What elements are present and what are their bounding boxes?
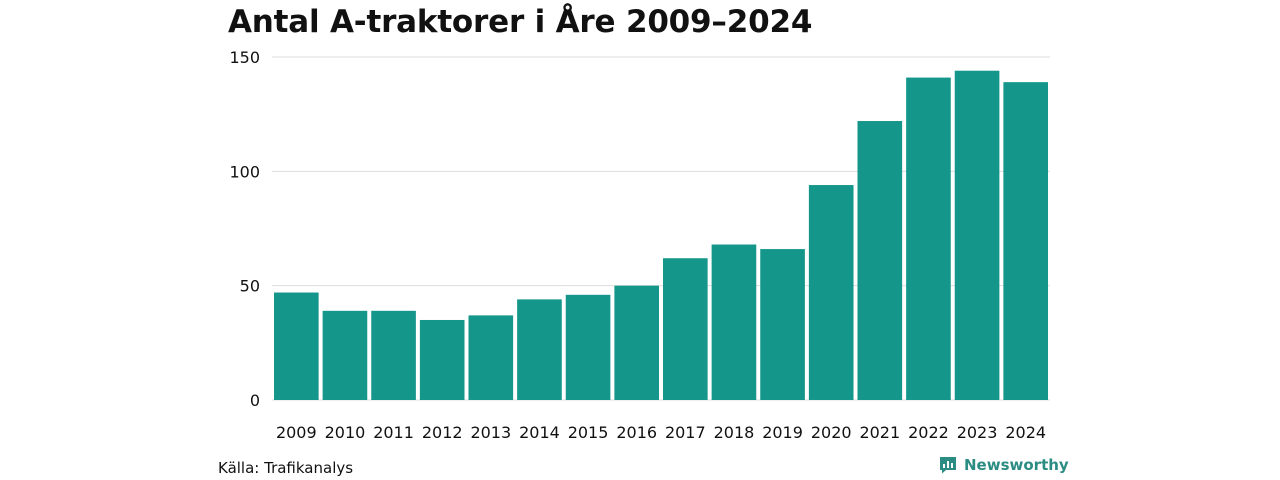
brand-name: Newsworthy — [964, 456, 1069, 474]
x-tick-label: 2013 — [470, 423, 511, 442]
x-tick-label: 2023 — [957, 423, 998, 442]
x-tick-label: 2014 — [519, 423, 560, 442]
bar-2010 — [322, 310, 368, 400]
bar-2020 — [808, 185, 854, 400]
bar-2014 — [517, 299, 562, 400]
x-tick-label: 2022 — [908, 423, 949, 442]
x-tick-label: 2024 — [1005, 423, 1046, 442]
x-tick-label: 2020 — [811, 423, 852, 442]
x-tick-label: 2018 — [714, 423, 755, 442]
bar-2012 — [419, 319, 465, 400]
bar-2017 — [663, 258, 708, 400]
y-tick-label: 0 — [250, 391, 260, 410]
x-tick-label: 2019 — [762, 423, 803, 442]
bars — [274, 70, 1049, 401]
y-axis-ticks: 0 50 100 150 — [229, 48, 260, 410]
bar-2016 — [614, 285, 660, 400]
bar-2011 — [371, 310, 416, 400]
y-tick-label: 150 — [229, 48, 260, 67]
newsworthy-logo-icon — [940, 457, 956, 474]
y-tick-label: 50 — [240, 277, 260, 296]
x-tick-label: 2017 — [665, 423, 706, 442]
x-tick-label: 2015 — [568, 423, 609, 442]
brand-mark: Newsworthy — [938, 455, 1069, 475]
x-tick-label: 2016 — [616, 423, 657, 442]
bar-2013 — [468, 315, 514, 400]
bar-2015 — [565, 294, 611, 400]
bar-2022 — [906, 77, 951, 400]
bar-2019 — [760, 249, 805, 400]
bar-2009 — [274, 292, 319, 400]
bar-2021 — [857, 121, 903, 400]
bar-2018 — [711, 244, 757, 400]
x-tick-label: 2010 — [325, 423, 366, 442]
x-tick-label: 2012 — [422, 423, 463, 442]
x-tick-label: 2021 — [859, 423, 900, 442]
chart-title: Antal A-traktorer i Åre 2009–2024 — [228, 4, 813, 40]
y-tick-label: 100 — [229, 162, 260, 181]
x-axis-ticks: 2009 2010 2011 2012 2013 2014 2015 2016 2017 2018… — [276, 423, 1046, 442]
bar-2023 — [954, 70, 1000, 400]
x-tick-label: 2009 — [276, 423, 317, 442]
x-tick-label: 2011 — [373, 423, 414, 442]
bar-2024 — [1003, 82, 1049, 401]
source-note: Källa: Trafikanalys — [218, 459, 354, 477]
